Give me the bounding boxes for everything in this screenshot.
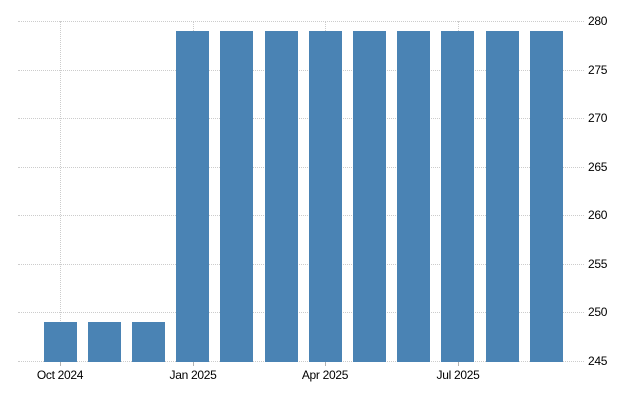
h-gridline: [18, 21, 584, 22]
h-gridline: [18, 264, 584, 265]
y-axis-tick-label: 265: [588, 160, 608, 174]
h-gridline: [18, 167, 584, 168]
bar[interactable]: [132, 322, 165, 362]
x-axis-tick-label: Jul 2025: [436, 368, 480, 382]
x-axis-tick: [458, 362, 459, 366]
x-axis-tick-label: Apr 2025: [301, 368, 349, 382]
x-axis-tick: [60, 362, 61, 366]
bar[interactable]: [176, 31, 209, 362]
h-gridline: [18, 70, 584, 71]
bar[interactable]: [353, 31, 386, 362]
x-axis-tick-label: Oct 2024: [36, 368, 84, 382]
bar[interactable]: [265, 31, 298, 362]
bar[interactable]: [530, 31, 563, 362]
h-gridline: [18, 312, 584, 313]
bar[interactable]: [441, 31, 474, 362]
y-axis-tick-label: 270: [588, 111, 608, 125]
x-axis-tick: [193, 362, 194, 366]
y-axis-tick-label: 280: [588, 14, 608, 28]
bar[interactable]: [88, 322, 121, 362]
bar[interactable]: [220, 31, 253, 362]
h-gridline: [18, 118, 584, 119]
bar[interactable]: [309, 31, 342, 362]
h-gridline: [18, 215, 584, 216]
v-gridline: [60, 21, 61, 361]
bar[interactable]: [486, 31, 519, 362]
y-axis-tick-label: 250: [588, 305, 608, 319]
y-axis-tick-label: 255: [588, 257, 608, 271]
x-axis-tick: [325, 362, 326, 366]
x-axis-tick-label: Jan 2025: [169, 368, 217, 382]
bar[interactable]: [44, 322, 77, 362]
y-axis-tick-label: 275: [588, 63, 608, 77]
y-axis-tick-label: 245: [588, 354, 608, 368]
bar[interactable]: [397, 31, 430, 362]
h-gridline: [18, 361, 584, 362]
y-axis-tick-label: 260: [588, 208, 608, 222]
